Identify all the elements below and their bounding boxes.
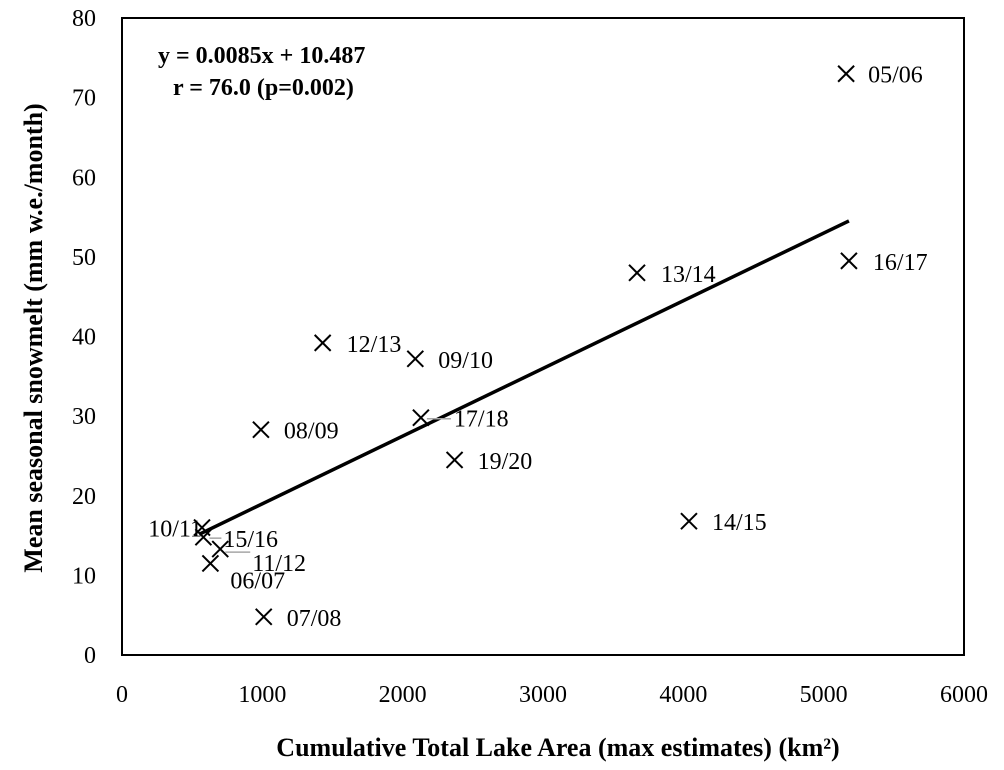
data-point-marker [445, 451, 464, 469]
data-point-marker [412, 409, 430, 427]
regression-stats: r = 76.0 (p=0.002) [173, 75, 354, 101]
point-label: 15/16 [223, 527, 278, 553]
trendline [198, 219, 850, 536]
y-tick-label: 70 [72, 86, 96, 112]
y-axis-ticks: 0 10 20 30 40 50 60 70 80 [72, 6, 96, 669]
point-label: 07/08 [287, 606, 342, 632]
x-tick-label: 2000 [379, 682, 427, 708]
x-tick-label: 3000 [519, 682, 567, 708]
point-label: 12/13 [347, 332, 402, 358]
x-axis-title: Cumulative Total Lake Area (max estimate… [276, 733, 839, 762]
data-point-marker [194, 528, 213, 546]
x-tick-label: 4000 [659, 682, 707, 708]
y-tick-label: 10 [72, 563, 96, 589]
y-tick-label: 30 [72, 404, 96, 430]
point-label: 17/18 [454, 407, 509, 433]
plot-frame [121, 17, 965, 656]
data-point-marker [840, 252, 858, 270]
point-label: 14/15 [712, 510, 767, 536]
point-label: 19/20 [478, 449, 533, 475]
data-point-marker [837, 65, 855, 83]
x-tick-label: 5000 [800, 682, 848, 708]
data-points [193, 65, 858, 626]
x-tick-label: 1000 [238, 682, 286, 708]
trendline-group [198, 219, 850, 536]
y-tick-label: 80 [72, 6, 96, 32]
y-axis-title: Mean seasonal snowmelt (mm w.e./month) [19, 103, 48, 572]
point-label: 16/17 [873, 250, 928, 276]
label-leader-lines [209, 417, 451, 553]
y-tick-label: 0 [84, 643, 96, 669]
data-point-marker [628, 264, 646, 282]
point-label: 05/06 [868, 63, 923, 89]
x-axis-ticks: 0 1000 2000 3000 4000 5000 6000 [116, 682, 988, 708]
y-tick-label: 60 [72, 165, 96, 191]
y-tick-label: 20 [72, 484, 96, 510]
x-tick-label: 6000 [940, 682, 988, 708]
y-tick-label: 40 [72, 325, 96, 351]
point-label: 13/14 [661, 262, 716, 288]
data-point-marker [201, 554, 220, 573]
data-point-marker [211, 540, 229, 558]
point-label: 06/07 [230, 568, 285, 594]
point-label: 09/10 [438, 348, 493, 374]
point-label: 08/09 [284, 419, 339, 445]
point-label: 11/12 [252, 551, 306, 577]
regression-equation: y = 0.0085x + 10.487 [158, 43, 365, 69]
data-point-marker [406, 350, 425, 368]
data-point-marker [252, 420, 270, 439]
data-point-marker [313, 334, 332, 352]
data-point-marker [680, 512, 698, 530]
y-tick-label: 50 [72, 245, 96, 271]
point-label: 10/11 [148, 517, 202, 543]
data-point-marker [255, 608, 273, 626]
x-tick-label: 0 [116, 682, 128, 708]
